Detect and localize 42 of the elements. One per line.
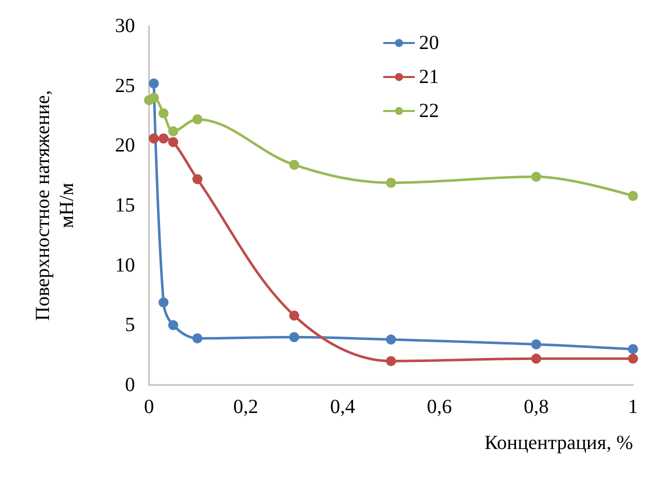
x-tick-label: 0,2 <box>233 396 258 418</box>
point <box>628 354 638 364</box>
point <box>158 297 169 308</box>
y-tick-label: 20 <box>115 134 135 157</box>
point <box>628 344 638 354</box>
point <box>386 334 396 345</box>
point <box>168 126 178 136</box>
point <box>192 174 202 184</box>
point <box>148 78 159 88</box>
y-tick-label: 10 <box>115 254 135 276</box>
point <box>289 310 300 321</box>
point <box>531 339 542 350</box>
legend-label: 22 <box>419 100 439 122</box>
point <box>192 333 202 344</box>
y-tick-label: 25 <box>115 74 135 97</box>
point <box>158 108 169 118</box>
legend-label: 20 <box>419 32 439 54</box>
x-axis-title: Концентрация, % <box>484 432 633 454</box>
y-tick-label: 15 <box>115 194 135 216</box>
point <box>289 332 300 342</box>
point <box>531 354 542 364</box>
y-axis-title: Поверхностное натяжение, мН/м <box>32 90 78 321</box>
y-tick-label: 5 <box>125 314 135 336</box>
y-tick-label: 0 <box>125 374 135 396</box>
x-tick-label: 1 <box>628 396 638 418</box>
x-tick-label: 0,8 <box>524 396 549 418</box>
point <box>531 172 542 182</box>
x-tick-label: 0 <box>144 396 154 418</box>
point <box>148 92 159 103</box>
point <box>168 137 178 148</box>
point <box>158 133 169 144</box>
point <box>386 356 396 366</box>
point <box>168 320 178 330</box>
point <box>148 133 159 144</box>
point <box>628 190 638 201</box>
x-tick-label: 0,6 <box>426 396 452 418</box>
legend-label: 21 <box>419 66 439 88</box>
point <box>192 114 202 124</box>
point <box>289 160 300 170</box>
point <box>386 178 396 188</box>
x-tick-label: 0,4 <box>330 396 356 418</box>
y-tick-label: 30 <box>115 15 135 37</box>
